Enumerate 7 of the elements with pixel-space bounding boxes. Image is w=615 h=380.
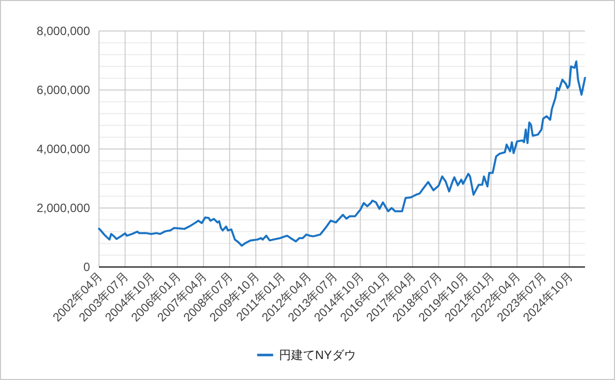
- y-tick-label: 2,000,000: [36, 201, 90, 215]
- y-tick-label: 6,000,000: [36, 83, 90, 97]
- y-tick-label: 0: [83, 260, 90, 274]
- y-tick-label: 8,000,000: [36, 24, 90, 38]
- line-series: [98, 60, 586, 247]
- y-tick-label: 4,000,000: [36, 142, 90, 156]
- legend-label: 円建てNYダウ: [279, 348, 356, 362]
